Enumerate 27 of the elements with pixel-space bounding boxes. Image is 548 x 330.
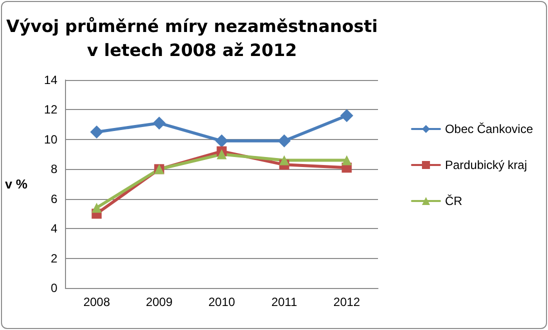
y-tick-label: 6 [50,192,58,206]
y-tick-label: 4 [50,222,58,236]
chart-title: Vývoj průměrné míry nezaměstnanosti v letech 2008 až 2012 [6,17,378,61]
y-tick-label: 14 [44,73,58,87]
point [215,134,228,148]
y-tick-label: 10 [44,132,58,146]
y-axis-title: v % [4,176,28,192]
x-tick-label: 2011 [271,295,298,309]
point [342,155,352,166]
point [90,126,104,138]
point [92,202,102,213]
legend-label: Pardubický kraj [444,158,527,172]
y-tick-label: 0 [50,281,58,295]
point [216,149,227,160]
y-tick-label: 2 [50,251,58,266]
y-tick-label: 8 [50,162,58,176]
point [279,155,290,166]
x-tick-label: 2012 [333,295,360,309]
y-tick-label: 12 [44,102,58,117]
x-tick-label: 2009 [146,295,173,309]
x-tick-label: 2008 [83,295,110,309]
legend-label: Obec Čankovice [444,122,534,136]
point [278,134,291,148]
legend-label: ČR [444,194,463,208]
point [152,116,166,130]
x-tick-label: 2010 [208,295,236,309]
point [340,109,354,122]
